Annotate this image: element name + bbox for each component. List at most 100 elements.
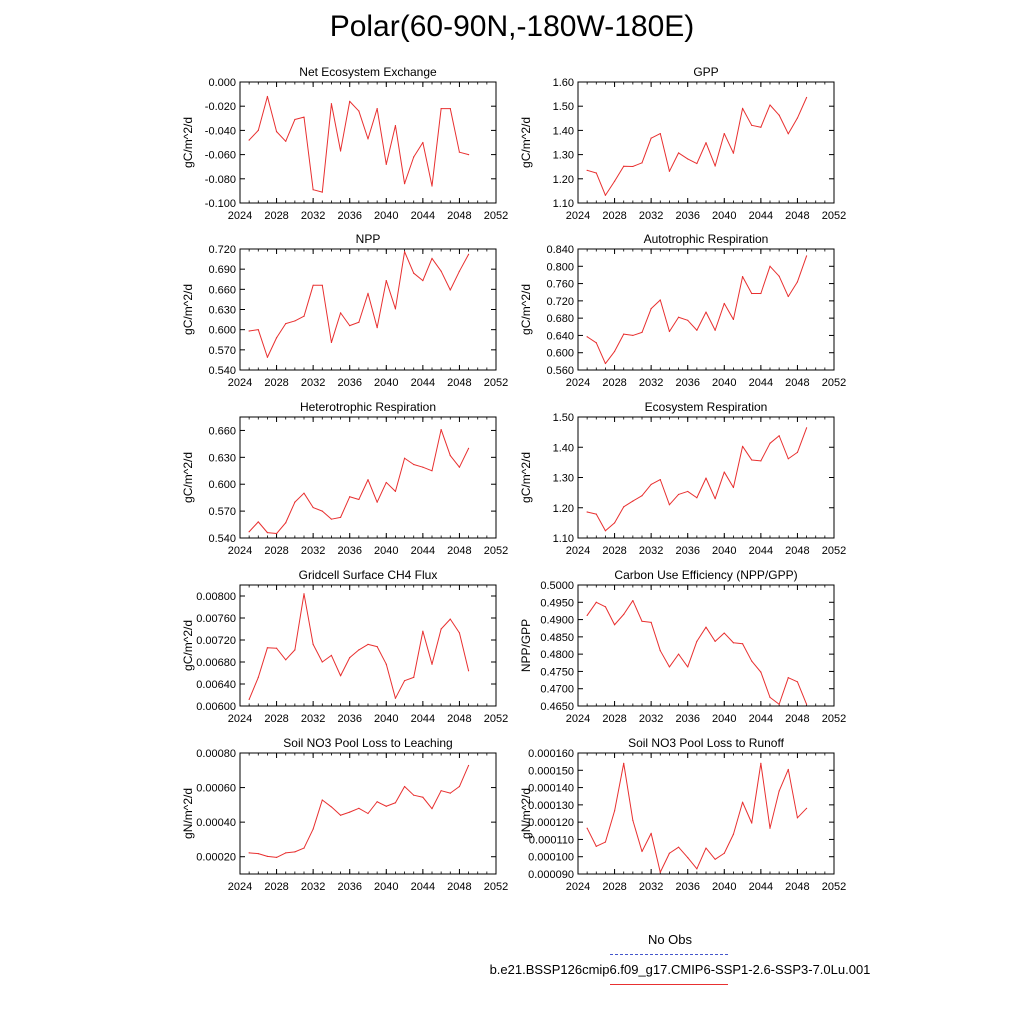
x-tick-label: 2040 (374, 881, 398, 893)
series-line (248, 593, 470, 700)
data-point (677, 653, 680, 655)
data-point (650, 483, 652, 486)
data-point (696, 162, 698, 165)
data-point (248, 139, 250, 141)
x-tick-label: 2048 (447, 713, 471, 725)
y-tick-label: -0.020 (205, 101, 236, 113)
x-tick-label: 2044 (411, 210, 435, 222)
data-point (687, 490, 689, 493)
data-point (677, 316, 680, 318)
data-point (632, 334, 634, 337)
y-tick-label: 1.20 (553, 503, 574, 515)
y-tick-label: 1.10 (553, 533, 574, 545)
y-tick-label: -0.060 (205, 150, 236, 162)
data-point (303, 847, 305, 849)
panel-title: NPP (356, 232, 381, 246)
x-tick-label: 2052 (484, 210, 508, 222)
y-tick-label: 1.50 (553, 412, 574, 424)
data-point (339, 516, 342, 518)
data-point (714, 329, 716, 331)
x-tick-label: 2044 (749, 881, 773, 893)
y-tick-label: 0.600 (546, 348, 574, 360)
x-tick-label: 2024 (566, 881, 590, 893)
data-point (604, 841, 607, 843)
y-tick-label: 0.840 (546, 244, 574, 256)
data-point (769, 442, 771, 444)
x-tick-label: 2036 (675, 713, 699, 725)
data-point (705, 477, 707, 479)
y-tick-label: -0.040 (205, 125, 236, 137)
data-point (339, 150, 342, 152)
data-point (467, 447, 470, 449)
panel-soil-no3-pool-loss-to-leaching: Soil NO3 Pool Loss to Leaching gN/m^2/d 20… (181, 736, 508, 893)
data-point (403, 457, 406, 459)
data-point (641, 331, 643, 334)
data-point (778, 275, 780, 277)
data-point (613, 180, 616, 182)
data-point (321, 191, 323, 193)
x-tick-label: 2024 (228, 881, 252, 893)
y-tick-label: 0.000150 (528, 765, 574, 777)
x-tick-label: 2048 (785, 377, 809, 389)
data-point (449, 108, 451, 110)
data-point (586, 614, 588, 617)
y-tick-label: 0.680 (546, 313, 574, 325)
x-tick-label: 2032 (639, 210, 663, 222)
data-point (796, 117, 799, 119)
panel-title: Autotrophic Respiration (644, 232, 769, 246)
y-tick-label: 1.40 (553, 125, 574, 137)
y-tick-label: 0.00600 (196, 701, 236, 713)
y-axis-label: gC/m^2/d (181, 117, 195, 168)
data-point (732, 642, 735, 644)
panel-autotrophic-respiration: Autotrophic Respiration gC/m^2/d 2024 2028 2… (519, 232, 846, 389)
y-axis-label: gC/m^2/d (519, 452, 533, 503)
data-point (741, 643, 744, 645)
x-tick-label: 2028 (602, 545, 626, 557)
x-tick-label: 2044 (749, 713, 773, 725)
y-tick-label: 0.00040 (196, 817, 236, 829)
x-tick-label: 2040 (374, 713, 398, 725)
y-tick-label: -0.100 (205, 198, 236, 210)
x-tick-label: 2052 (822, 210, 846, 222)
series-line (586, 600, 808, 705)
data-point (321, 510, 323, 512)
data-point (394, 697, 397, 699)
data-point (367, 812, 369, 815)
data-point (787, 295, 789, 298)
x-tick-label: 2028 (264, 377, 288, 389)
x-tick-label: 2036 (675, 377, 699, 389)
data-point (312, 506, 314, 509)
data-point (449, 289, 451, 291)
plot-frame (577, 752, 835, 875)
y-tick-label: 0.000110 (529, 834, 574, 846)
data-point (668, 852, 671, 854)
data-point (431, 663, 433, 665)
data-point (248, 852, 250, 854)
x-tick-label: 2028 (602, 713, 626, 725)
x-tick-label: 2052 (822, 545, 846, 557)
data-point (431, 470, 433, 472)
data-point (394, 124, 397, 127)
data-point (257, 676, 259, 679)
data-point (275, 532, 278, 535)
data-point (787, 768, 789, 771)
legend-model-label: b.e21.BSSP126cmip6.f09_g17.CMIP6-SSP1-2.… (489, 962, 871, 977)
data-point (431, 257, 433, 260)
data-point (266, 95, 269, 98)
data-point (696, 497, 698, 499)
data-point (650, 832, 652, 834)
x-tick-label: 2040 (712, 881, 736, 893)
data-point (732, 486, 735, 489)
data-point (440, 428, 442, 431)
data-point (604, 530, 607, 532)
y-tick-label: 0.000140 (528, 783, 574, 795)
data-point (677, 152, 680, 154)
data-point (349, 325, 351, 327)
data-point (376, 501, 378, 503)
y-axis-label: gC/m^2/d (181, 284, 195, 335)
x-tick-label: 2044 (411, 545, 435, 557)
x-tick-label: 2028 (602, 210, 626, 222)
data-point (349, 496, 351, 498)
data-point (769, 696, 771, 698)
data-point (632, 165, 634, 168)
